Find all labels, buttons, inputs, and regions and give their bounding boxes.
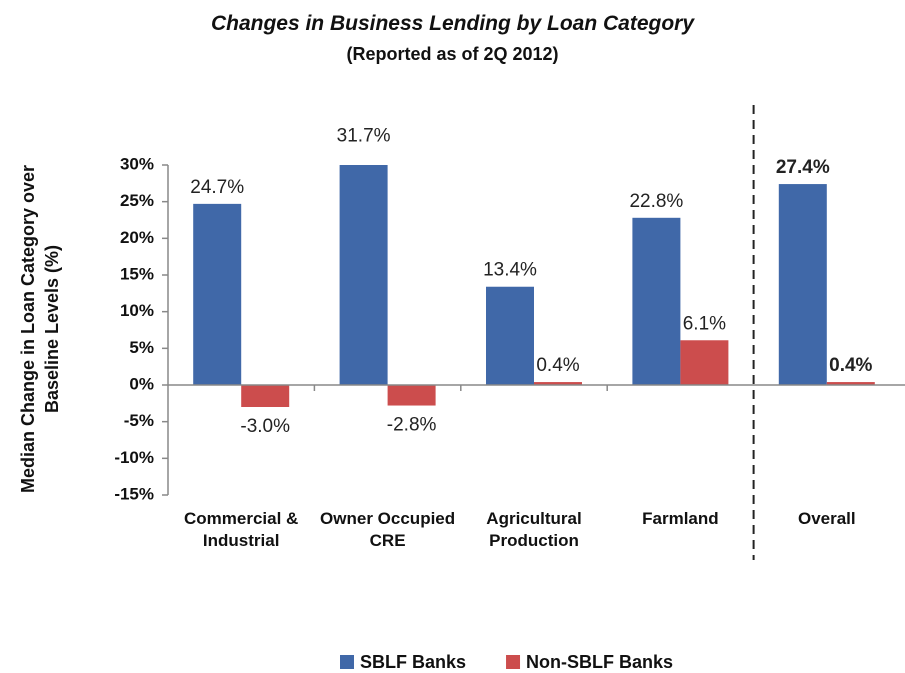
legend-label: Non-SBLF Banks [526, 652, 673, 672]
value-label: 0.4% [829, 355, 872, 376]
bar [632, 217, 681, 385]
y-tick-label: 0% [129, 374, 154, 393]
chart-title: Changes in Business Lending by Loan Cate… [210, 12, 695, 35]
y-tick-label: 30% [120, 154, 154, 173]
y-tick-label: 20% [120, 228, 154, 247]
bar [193, 203, 242, 385]
y-tick-label: 25% [120, 191, 154, 210]
y-tick-label: 15% [120, 264, 154, 283]
value-label: 13.4% [483, 260, 537, 281]
value-label: 31.7% [337, 126, 391, 147]
x-tick-label: Farmland [642, 509, 719, 528]
value-label: 22.8% [629, 191, 683, 212]
value-label: 6.1% [683, 313, 726, 334]
value-label: -2.8% [387, 415, 437, 436]
x-tick-label: Overall [797, 509, 856, 528]
bar [778, 184, 827, 385]
value-label: 27.4% [776, 157, 830, 178]
bars [193, 165, 875, 407]
value-label: -3.0% [240, 416, 290, 437]
y-tick-label: -15% [114, 484, 154, 503]
bar [387, 385, 436, 406]
legend-swatch [340, 655, 354, 669]
legend-label: SBLF Banks [360, 652, 466, 672]
value-label: 0.4% [536, 355, 579, 376]
x-tick-label: Commercial & Industrial [184, 509, 299, 550]
y-tick-label: -10% [114, 448, 154, 467]
bar [826, 382, 875, 385]
legend-swatch [506, 655, 521, 669]
chart-subtitle: (Reported as of 2Q 2012) [346, 44, 559, 64]
bar [534, 382, 582, 385]
x-tick-label: Agricultural Production [486, 509, 582, 550]
y-tick-label: -5% [124, 411, 154, 430]
bar [241, 385, 290, 407]
y-tick-label: 5% [129, 338, 154, 357]
bar [486, 286, 534, 385]
bar [339, 165, 388, 385]
value-label: 24.7% [190, 177, 244, 198]
x-tick-label: Owner Occupied CRE [320, 509, 456, 550]
bar [680, 340, 729, 385]
y-tick-label: 10% [120, 301, 154, 320]
